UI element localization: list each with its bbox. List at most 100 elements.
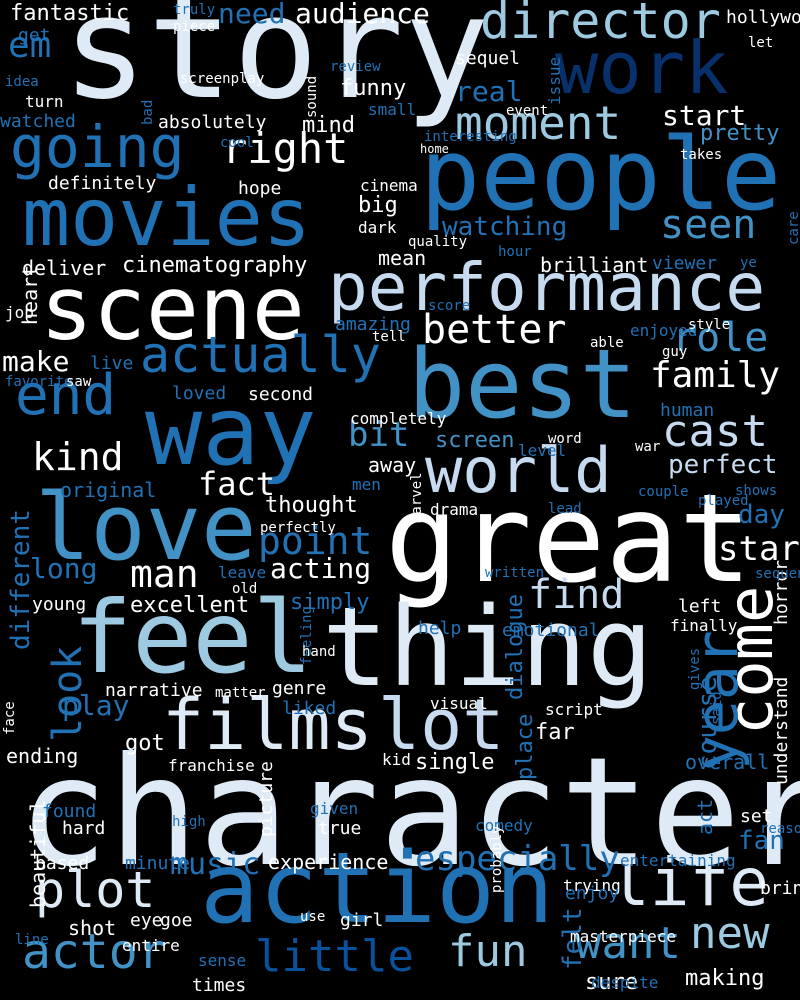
word-little: little bbox=[255, 931, 414, 982]
word-mean: mean bbox=[378, 246, 427, 270]
word-experience: experience bbox=[268, 850, 389, 874]
word-minute: minute bbox=[125, 853, 191, 874]
word-place: place bbox=[513, 713, 538, 780]
word-liked: liked bbox=[282, 698, 337, 719]
word-perfect: perfect bbox=[668, 450, 778, 480]
word-hand: hand bbox=[302, 644, 336, 660]
word-definitely: definitely bbox=[48, 173, 157, 194]
word-overall: overall bbox=[685, 750, 770, 774]
word-story: story bbox=[62, 0, 490, 131]
word-audience: audience bbox=[295, 0, 430, 30]
word-times: times bbox=[192, 975, 247, 996]
word-get: get bbox=[18, 25, 51, 46]
word-understand: understand bbox=[771, 676, 792, 785]
word-bit: bit bbox=[348, 415, 410, 455]
word-able: able bbox=[590, 335, 624, 351]
word-review: review bbox=[330, 59, 381, 75]
word-live: live bbox=[90, 353, 134, 374]
word-fact: fact bbox=[198, 465, 276, 503]
word-best: best bbox=[408, 330, 637, 440]
word-start: start bbox=[662, 99, 747, 132]
word-issue: issue bbox=[545, 56, 564, 105]
word-actually: actually bbox=[140, 326, 381, 384]
word-enjoy: enjoy bbox=[565, 883, 620, 904]
word-performance: performance bbox=[328, 249, 766, 326]
word-true: true bbox=[318, 818, 362, 839]
word-plot: plot bbox=[35, 861, 156, 919]
word-level: level bbox=[518, 441, 567, 460]
word-script: script bbox=[545, 700, 603, 719]
word-masterpiece: masterpiece bbox=[570, 927, 676, 946]
word-act: act bbox=[693, 798, 717, 835]
word-trying: trying bbox=[563, 876, 621, 895]
word-deliver: deliver bbox=[22, 256, 107, 280]
word-kind: kind bbox=[32, 435, 124, 479]
word-enjoyed: enjoyed bbox=[630, 321, 698, 340]
word-funny: funny bbox=[340, 76, 407, 101]
word-hollywood: hollywood bbox=[726, 7, 800, 28]
word-original: original bbox=[60, 478, 157, 502]
word-home: home bbox=[420, 142, 449, 156]
word-young: young bbox=[32, 594, 87, 615]
word-help: help bbox=[418, 618, 462, 639]
word-movies: movies bbox=[22, 171, 311, 264]
word-sure: sure bbox=[585, 970, 638, 995]
word-idea: idea bbox=[5, 74, 39, 90]
word-cinematography: cinematography bbox=[122, 253, 308, 278]
word-simply: simply bbox=[290, 590, 370, 615]
word-couple: couple bbox=[638, 484, 689, 500]
word-human: human bbox=[660, 400, 715, 421]
word-franchise: franchise bbox=[168, 756, 255, 775]
word-entertaining: entertaining bbox=[620, 851, 736, 870]
word-interesting: interesting bbox=[424, 129, 517, 145]
word-matter: matter bbox=[215, 685, 266, 701]
word-sequel: sequel bbox=[455, 48, 521, 69]
word-single: single bbox=[415, 750, 495, 775]
word-eye: eye bbox=[130, 910, 163, 931]
word-shows: shows bbox=[735, 483, 778, 499]
word-cinema: cinema bbox=[360, 176, 418, 195]
word-hard: hard bbox=[62, 818, 106, 839]
word-cool: cool bbox=[220, 135, 254, 151]
word-family: family bbox=[650, 355, 781, 396]
word-scene: scene bbox=[40, 257, 305, 360]
word-picture: picture bbox=[256, 761, 277, 837]
word-lot: lot bbox=[378, 684, 505, 766]
word-work: work bbox=[555, 26, 729, 110]
word-better: better bbox=[422, 307, 567, 353]
word-world: world bbox=[425, 434, 612, 507]
word-bring: bring bbox=[760, 878, 800, 899]
word-point: point bbox=[258, 519, 373, 563]
word-small: small bbox=[368, 100, 417, 119]
word-played: played bbox=[698, 493, 749, 509]
word-right: right bbox=[222, 124, 349, 173]
word-play: play bbox=[62, 689, 130, 722]
word-event: event bbox=[506, 103, 549, 119]
word-cast: cast bbox=[662, 406, 768, 457]
word-found: found bbox=[42, 801, 97, 822]
word-kid: kid bbox=[382, 750, 411, 769]
word-goe: goe bbox=[160, 910, 193, 931]
word-real: real bbox=[455, 75, 523, 108]
word-gives: gives bbox=[687, 647, 703, 690]
word-thought: thought bbox=[265, 493, 358, 518]
word-watching: watching bbox=[442, 212, 568, 242]
word-left: left bbox=[678, 596, 722, 617]
word-visual: visual bbox=[430, 694, 488, 713]
word-saw: saw bbox=[66, 374, 92, 390]
word-leave: leave bbox=[218, 563, 267, 582]
word-films: films bbox=[162, 684, 373, 766]
word-perfectly: perfectly bbox=[260, 520, 336, 536]
word-truly: truly bbox=[173, 2, 216, 18]
word-end: end bbox=[15, 363, 117, 428]
word-line: line bbox=[15, 932, 49, 948]
word-way: way bbox=[145, 377, 317, 487]
word-screen: screen bbox=[435, 428, 515, 453]
word-man: man bbox=[130, 552, 199, 596]
word-based: based bbox=[35, 853, 90, 874]
word-fun: fun bbox=[448, 926, 528, 977]
word-dialogue: dialogue bbox=[503, 594, 528, 700]
word-lead: lead bbox=[548, 501, 582, 517]
word-care: care bbox=[786, 211, 800, 245]
